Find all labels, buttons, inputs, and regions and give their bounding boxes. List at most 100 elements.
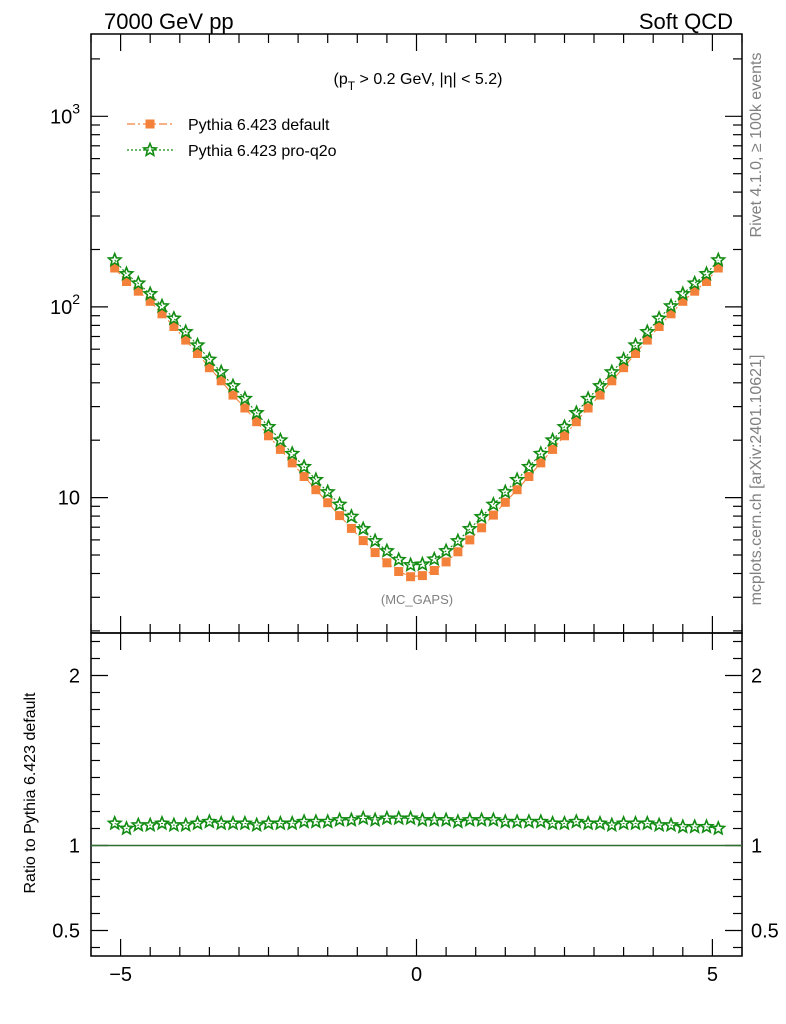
- data-point-proq2o: [662, 297, 680, 314]
- data-point-default: [394, 567, 404, 576]
- ratio-point-proq2o: [473, 811, 490, 828]
- ratio-point-proq2o: [236, 814, 254, 831]
- data-point-proq2o: [130, 274, 147, 291]
- data-point-proq2o: [272, 431, 289, 448]
- ratio-point-proq2o: [532, 813, 550, 829]
- ratio-ytick-label: 1: [69, 836, 80, 858]
- series-default-line: [114, 267, 719, 578]
- ratio-panel-frame: [90, 632, 743, 957]
- data-point-default: [631, 349, 640, 358]
- header-left: 7000 GeV pp: [104, 9, 234, 34]
- data-point-default: [264, 431, 273, 441]
- data-point-default: [358, 536, 368, 546]
- legend-label-default: Pythia 6.423 default: [188, 117, 330, 134]
- data-point-proq2o: [224, 377, 242, 393]
- data-point-proq2o: [579, 390, 597, 406]
- ratio-point-proq2o: [272, 814, 289, 831]
- ratio-point-proq2o: [141, 816, 159, 833]
- series-proq2o: [106, 251, 727, 573]
- ratio-point-proq2o: [556, 814, 573, 831]
- data-point-default: [654, 322, 664, 331]
- data-point-proq2o: [591, 377, 609, 393]
- data-point-default: [595, 390, 605, 400]
- data-point-default: [122, 277, 131, 286]
- data-point-default: [145, 296, 155, 306]
- x-tick-label: 0: [411, 964, 422, 986]
- data-point-default: [370, 548, 380, 558]
- ratio-ytick-label-right: 1: [751, 836, 762, 858]
- ratio-point-proq2o: [662, 816, 680, 833]
- data-point-default: [441, 557, 451, 567]
- data-point-proq2o: [437, 542, 455, 558]
- data-point-proq2o: [319, 483, 336, 500]
- x-tick-label: 5: [707, 964, 718, 986]
- ratio-point-proq2o: [201, 813, 218, 829]
- data-point-default: [713, 263, 723, 273]
- data-point-proq2o: [473, 508, 490, 524]
- ratio-point-proq2o: [508, 813, 526, 829]
- data-point-proq2o: [639, 323, 656, 339]
- data-point-default: [240, 403, 250, 413]
- ratio-point-proq2o: [710, 819, 727, 836]
- analysis-label: (MC_GAPS): [381, 592, 453, 607]
- data-point-default: [477, 523, 487, 533]
- ratio-point-proq2o: [295, 813, 313, 829]
- series-default: [110, 263, 723, 582]
- data-point-proq2o: [532, 445, 550, 461]
- data-point-default: [181, 335, 191, 345]
- ratio-point-proq2o: [579, 814, 597, 831]
- ratio-point-proq2o: [189, 814, 206, 831]
- main-y-tick-labels: 10 102 103: [50, 100, 80, 509]
- ratio-point-proq2o: [591, 814, 609, 831]
- data-point-proq2o: [497, 483, 514, 500]
- ratio-point-proq2o: [130, 816, 147, 833]
- data-point-default: [465, 535, 475, 545]
- ratio-point-proq2o: [319, 813, 336, 829]
- legend-star-shape: [141, 141, 159, 158]
- ratio-point-proq2o: [568, 813, 585, 829]
- ratio-point-proq2o: [355, 809, 372, 826]
- data-point-proq2o: [153, 297, 171, 314]
- data-point-proq2o: [686, 274, 703, 291]
- ratio-point-proq2o: [260, 814, 277, 831]
- data-point-proq2o: [485, 495, 502, 512]
- data-point-default: [287, 458, 297, 468]
- ratio-point-proq2o: [331, 811, 348, 828]
- data-point-default: [216, 376, 226, 386]
- ratio-point-proq2o: [153, 814, 171, 831]
- data-point-proq2o: [508, 471, 526, 487]
- data-point-default: [571, 417, 581, 427]
- data-point-default: [275, 444, 285, 454]
- data-point-default: [548, 444, 558, 454]
- ratio-point-proq2o: [248, 816, 265, 833]
- ratio-point-proq2o: [603, 816, 621, 833]
- main-ytick-label: 10: [58, 488, 80, 510]
- data-point-proq2o: [603, 363, 621, 380]
- legend-label-proq2o: Pythia 6.423 pro-q2o: [188, 143, 337, 160]
- ratio-point-proq2o: [212, 814, 230, 831]
- data-point-proq2o: [520, 458, 538, 474]
- ratio-point-proq2o: [639, 814, 656, 831]
- data-point-default: [500, 497, 510, 507]
- ratio-series-proq2o: [106, 809, 727, 836]
- ratio-point-proq2o: [414, 811, 431, 828]
- ratio-point-proq2o: [402, 809, 419, 826]
- data-point-proq2o: [710, 251, 727, 268]
- data-point-default: [702, 277, 711, 286]
- data-point-default: [204, 363, 214, 373]
- data-point-default: [193, 349, 202, 358]
- ratio-ytick-label: 0.5: [52, 921, 80, 943]
- data-point-default: [417, 571, 427, 581]
- data-point-proq2o: [141, 285, 159, 301]
- data-point-proq2o: [189, 336, 206, 353]
- ratio-point-proq2o: [627, 814, 644, 831]
- data-point-default: [524, 472, 534, 481]
- ratio-point-proq2o: [165, 816, 183, 833]
- data-point-proq2o: [355, 520, 372, 536]
- data-point-proq2o: [627, 336, 644, 353]
- data-point-proq2o: [201, 350, 218, 367]
- data-point-default: [536, 458, 546, 468]
- x-tick-label: −5: [109, 964, 132, 986]
- legend-marker-proq2o: [141, 141, 159, 158]
- data-point-default: [157, 309, 167, 319]
